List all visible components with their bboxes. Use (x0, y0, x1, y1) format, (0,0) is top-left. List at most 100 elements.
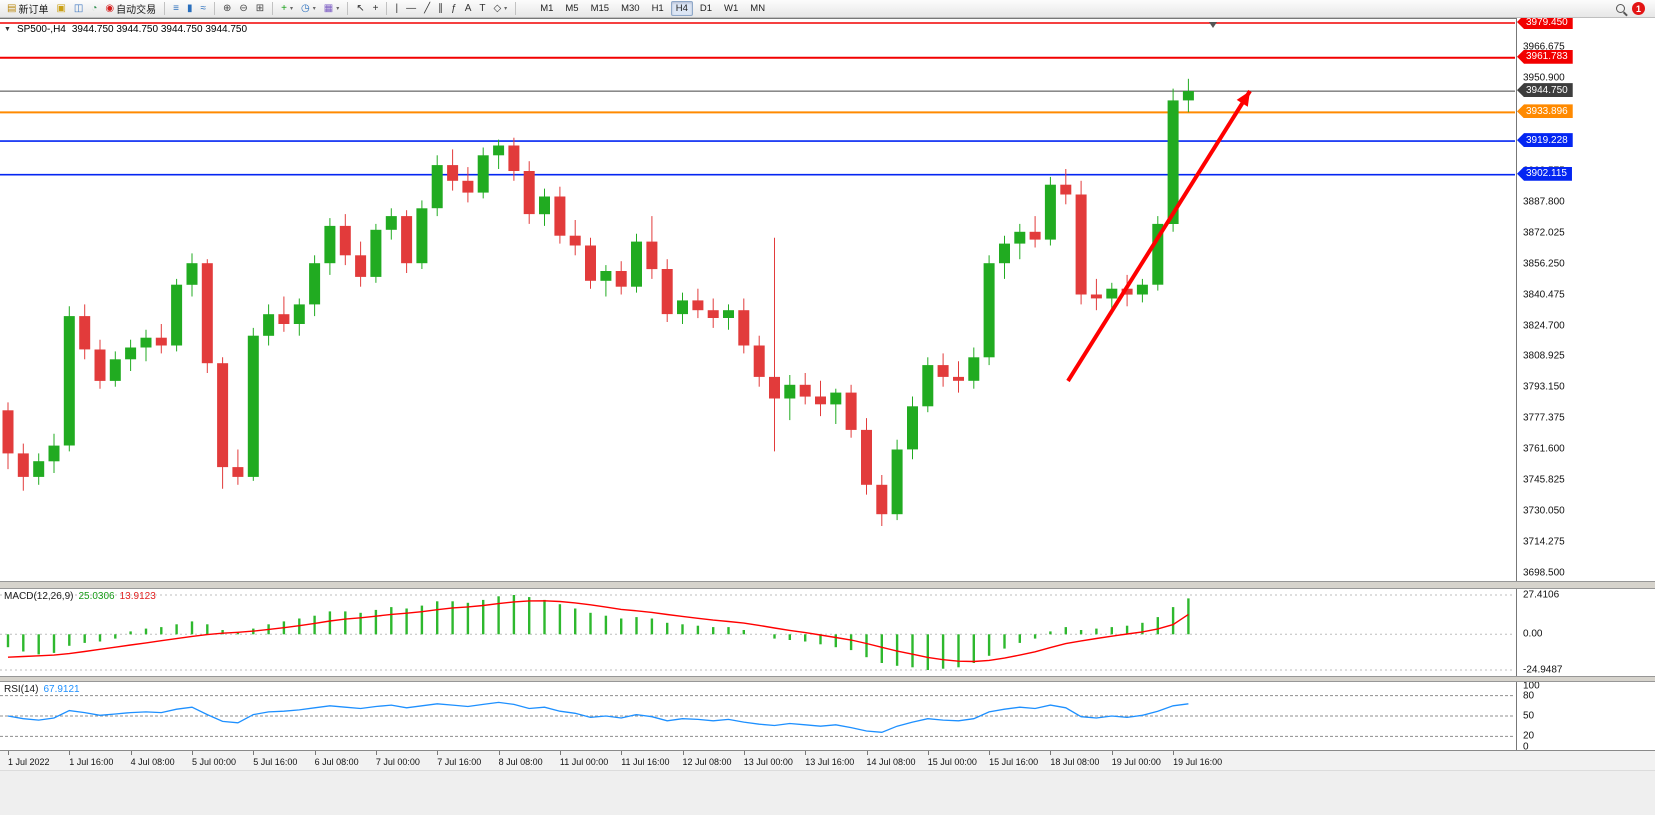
timeframe-d1-button[interactable]: D1 (699, 3, 713, 14)
price-pane[interactable]: ▼ SP500-,H4 3944.750 3944.750 3944.750 3… (0, 18, 1516, 581)
timeframe-w1-button[interactable]: W1 (724, 3, 739, 14)
time-axis-label: 13 Jul 16:00 (805, 757, 855, 767)
crosshair-tool-button[interactable]: + (370, 1, 382, 16)
market-watch-button[interactable]: ◫ (71, 1, 86, 16)
fibonacci-icon: ƒ (451, 3, 457, 14)
pane-splitter[interactable] (0, 581, 1655, 589)
rsi-chart-canvas (0, 695, 1515, 737)
data-window-button[interactable]: ◔ (88, 1, 100, 16)
zoom-out-button[interactable]: ⊖ (236, 1, 250, 16)
rsi-scale-label: 20 (1523, 730, 1535, 742)
candle-body (784, 384, 796, 399)
arrows-tool-button[interactable]: ◇ ▾ (490, 1, 510, 16)
insert-indicator-button[interactable]: + ▾ (278, 1, 296, 16)
candle-body (1167, 100, 1179, 224)
macd-chart-canvas (0, 594, 1515, 671)
new-order-button[interactable]: ▤ 新订单 (4, 1, 51, 16)
vertical-line-tool-button[interactable]: | (392, 1, 401, 16)
label-tool-button[interactable]: T (476, 1, 488, 16)
zoom-in-button[interactable]: ⊕ (220, 1, 234, 16)
bar-chart-mode-button[interactable]: ≡ (170, 1, 182, 16)
candle-body (155, 337, 167, 346)
price-scale-label: 3856.250 (1523, 258, 1565, 270)
candle-body (983, 263, 995, 358)
horizontal-line-icon: — (406, 3, 417, 14)
candle-body (646, 241, 658, 270)
candle-body (615, 271, 627, 287)
time-axis-label: 19 Jul 00:00 (1111, 757, 1161, 767)
toolbar: ▤ 新订单 ▣ ◫ ◔ ◉ 自动交易 ≡ ▮ ≈ ⊕ ⊖ ⊞ + ▾ ◷ ▾ ▦ ▾ ↖ + | — ╱ ∥ ƒ A T ◇ ▾ M1 M5… (0, 0, 1655, 18)
rsi-scale-label: 0 (1523, 741, 1529, 751)
toolbar-separator (214, 2, 215, 15)
periods-button[interactable]: ◷ ▾ (298, 1, 319, 16)
rsi-value: 67.9121 (43, 684, 80, 695)
price-scale-label: 3714.275 (1523, 536, 1565, 548)
line-chart-mode-button[interactable]: ≈ (198, 1, 210, 16)
one-click-trading-toggle[interactable]: ▼ (4, 26, 11, 33)
trend-arrow-annotation[interactable] (1066, 89, 1252, 383)
chart-ohlc-values: 3944.750 3944.750 3944.750 3944.750 (71, 24, 248, 35)
timeframe-h4-button[interactable]: H4 (670, 1, 693, 16)
candle-body (416, 208, 428, 264)
time-axis-tick (69, 751, 71, 755)
time-axis-label: 19 Jul 16:00 (1173, 757, 1223, 767)
macd-scale-label: 0.00 (1523, 628, 1543, 640)
time-axis-tick (437, 751, 439, 755)
auto-trading-label: 自动交易 (116, 5, 157, 16)
timeframe-h1-button[interactable]: H1 (651, 3, 664, 14)
search-icon[interactable] (1616, 4, 1625, 13)
time-axis[interactable]: 1 Jul 2022 1 Jul 16:00 4 Jul 08:00 5 Jul 00… (0, 750, 1655, 770)
time-axis-label: 14 Jul 08:00 (866, 757, 916, 767)
candle-body (355, 255, 367, 277)
candlestick-mode-button[interactable]: ▮ (184, 1, 196, 16)
candle-body (63, 316, 75, 446)
notification-badge[interactable]: 1 (1632, 2, 1645, 15)
rsi-pane[interactable]: RSI(14) 67.9121 (0, 682, 1516, 750)
timeframe-m15-button[interactable]: M15 (590, 3, 610, 14)
tile-windows-button[interactable]: ⊞ (253, 1, 267, 16)
trendline-tool-button[interactable]: ╱ (421, 1, 433, 16)
candle-body (753, 345, 765, 377)
auto-trading-button[interactable]: ◉ 自动交易 (102, 1, 159, 16)
toolbar-separator (347, 2, 349, 15)
timeframe-m5-button[interactable]: M5 (565, 3, 579, 14)
time-axis-tick (621, 751, 623, 755)
price-badge-3979.450: 3979.450 (1517, 18, 1573, 29)
chart-window-button[interactable]: ▣ (53, 1, 68, 16)
time-axis-label: 13 Jul 00:00 (743, 757, 793, 767)
timeframe-m30-button[interactable]: M30 (621, 3, 640, 14)
time-axis-label: 12 Jul 08:00 (682, 757, 732, 767)
candle-body (278, 314, 290, 324)
text-tool-button[interactable]: A (462, 1, 475, 16)
time-axis-label: 4 Jul 08:00 (130, 757, 175, 767)
horizontal-line-tool-button[interactable]: — (403, 1, 419, 16)
templates-button[interactable]: ▦ ▾ (321, 1, 342, 16)
candle-body (1014, 231, 1026, 244)
template-icon: ▦ (323, 3, 334, 14)
candle-body (309, 263, 321, 305)
macd-pane[interactable]: MACD(12,26,9) 25.0306 13.9123 (0, 589, 1516, 676)
candle-body (1106, 288, 1118, 299)
timeframe-mn-button[interactable]: MN (750, 3, 766, 14)
pane-splitter[interactable] (0, 676, 1655, 682)
price-badge-3961.783: 3961.783 (1517, 49, 1573, 64)
candle-body (769, 376, 780, 399)
toolbar-right: 1 (1616, 2, 1652, 15)
time-axis-label: 7 Jul 00:00 (375, 757, 420, 767)
candle-body (339, 225, 351, 256)
fibonacci-tool-button[interactable]: ƒ (448, 1, 460, 16)
timeframe-m1-button[interactable]: M1 (540, 3, 554, 14)
price-axis[interactable]: 3966.6753950.9003935.1253919.3503903.575… (1516, 18, 1655, 750)
text-tool-icon: A (464, 3, 472, 14)
candle-body (799, 384, 811, 397)
channel-tool-button[interactable]: ∥ (435, 1, 446, 16)
cursor-tool-button[interactable]: ↖ (353, 1, 367, 16)
time-axis-tick (130, 751, 132, 755)
candle-body (1121, 288, 1133, 295)
candle-body (401, 216, 413, 264)
macd-signal-value: 13.9123 (119, 591, 156, 602)
price-scale-label: 3872.025 (1523, 227, 1565, 239)
zoom-out-icon: ⊖ (239, 3, 248, 14)
time-axis-label: 1 Jul 2022 (8, 757, 50, 767)
